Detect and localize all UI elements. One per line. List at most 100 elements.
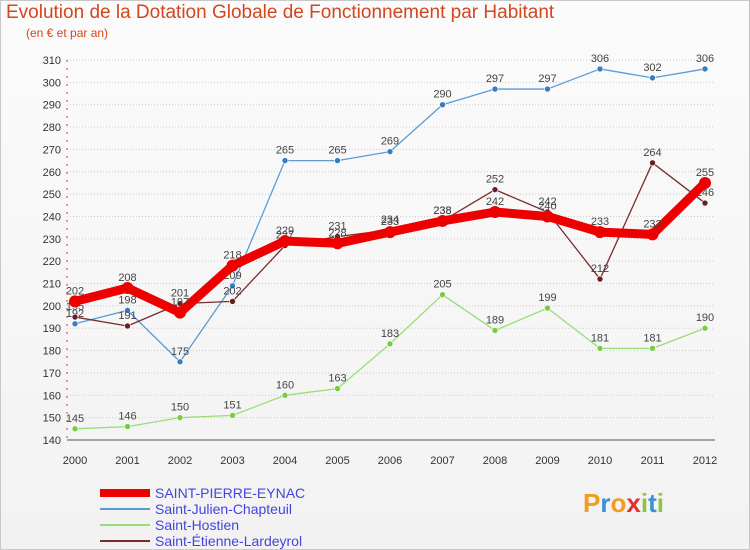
x-tick-label: 2003 <box>220 455 244 467</box>
y-tick-label: 180 <box>43 346 61 358</box>
data-point <box>646 228 659 241</box>
data-point <box>229 412 236 419</box>
proxiti-logo: Proxiti <box>583 488 664 519</box>
x-tick-label: 2000 <box>63 455 87 467</box>
data-point <box>544 85 551 93</box>
legend-swatch <box>100 524 150 526</box>
data-label: 181 <box>643 332 661 344</box>
data-label: 297 <box>538 73 556 85</box>
data-label: 199 <box>538 292 556 304</box>
x-tick-label: 2009 <box>535 455 559 467</box>
data-point <box>71 313 79 321</box>
data-label: 255 <box>696 167 714 179</box>
series-line <box>70 178 710 318</box>
data-label: 290 <box>433 89 451 101</box>
data-label: 197 <box>171 297 189 309</box>
data-point <box>71 425 79 433</box>
data-label: 229 <box>276 225 294 237</box>
data-point <box>596 345 604 352</box>
data-point <box>701 324 709 332</box>
data-label: 232 <box>643 218 661 230</box>
data-point <box>491 186 499 193</box>
data-label: 234 <box>381 214 399 226</box>
data-point <box>541 210 554 223</box>
y-tick-label: 200 <box>43 301 61 313</box>
x-tick-label: 2002 <box>168 455 192 467</box>
data-label: 265 <box>276 145 294 157</box>
data-label: 163 <box>328 373 346 385</box>
data-label: 145 <box>66 413 84 425</box>
data-label: 189 <box>486 314 504 326</box>
data-point <box>331 237 344 250</box>
data-point <box>334 385 341 392</box>
y-tick-label: 150 <box>43 413 61 425</box>
data-label: 201 <box>171 288 189 300</box>
y-tick-label: 300 <box>43 77 61 89</box>
data-label: 151 <box>223 399 241 411</box>
y-tick-label: 250 <box>43 189 61 201</box>
y-tick-label: 270 <box>43 144 61 156</box>
data-point <box>229 282 236 290</box>
data-label: 238 <box>433 205 451 217</box>
data-point <box>489 206 501 218</box>
y-tick-label: 160 <box>43 390 61 402</box>
data-label: 265 <box>328 145 346 157</box>
logo-letter: i <box>640 488 649 518</box>
logo-letter: x <box>626 488 641 518</box>
y-tick-label: 210 <box>43 279 61 291</box>
x-tick-label: 2011 <box>641 455 665 467</box>
data-label: 205 <box>433 279 451 291</box>
data-label: 160 <box>276 379 294 391</box>
series-line <box>74 162 706 327</box>
y-tick-label: 290 <box>43 100 61 112</box>
data-point <box>649 74 656 82</box>
data-point <box>384 226 396 239</box>
legend-swatch <box>100 540 150 542</box>
data-label: 202 <box>223 285 241 297</box>
data-point <box>544 304 551 312</box>
data-label: 252 <box>486 174 504 186</box>
chart-subtitle: (en € et par an) <box>26 26 109 40</box>
y-tick-label: 190 <box>43 323 61 335</box>
data-point <box>386 340 394 348</box>
data-label: 242 <box>486 196 504 208</box>
legend-swatch <box>100 508 150 510</box>
legend-label: SAINT-PIERRE-EYNAC <box>155 485 306 501</box>
data-point <box>699 176 711 189</box>
data-label: 146 <box>118 411 136 423</box>
data-label: 233 <box>591 216 609 228</box>
data-label: 306 <box>696 53 714 65</box>
data-point <box>124 423 131 430</box>
data-label: 242 <box>538 196 556 208</box>
data-point <box>334 157 341 164</box>
data-point <box>121 282 134 294</box>
data-point <box>229 298 236 305</box>
x-tick-label: 2004 <box>273 455 297 467</box>
data-label: 228 <box>328 227 346 239</box>
y-tick-label: 140 <box>43 435 61 447</box>
y-tick-label: 170 <box>43 368 61 380</box>
x-tick-label: 2010 <box>588 455 612 467</box>
data-label: 240 <box>538 200 556 212</box>
data-point <box>279 235 291 248</box>
data-point <box>176 358 184 366</box>
data-point <box>649 345 656 352</box>
data-label: 202 <box>66 285 84 297</box>
data-point <box>439 101 446 109</box>
data-point <box>491 85 499 93</box>
logo-letter: o <box>610 488 627 518</box>
data-point <box>436 214 449 227</box>
data-point <box>439 291 446 299</box>
data-point <box>701 65 709 73</box>
y-tick-label: 260 <box>43 167 61 179</box>
data-point <box>71 320 79 328</box>
data-point <box>174 306 186 319</box>
data-point <box>596 275 604 283</box>
data-label: 233 <box>381 216 399 228</box>
data-label: 208 <box>118 272 136 284</box>
data-point <box>491 327 499 334</box>
y-tick-label: 310 <box>43 55 61 67</box>
data-point <box>176 414 184 421</box>
data-label: 175 <box>171 346 189 358</box>
